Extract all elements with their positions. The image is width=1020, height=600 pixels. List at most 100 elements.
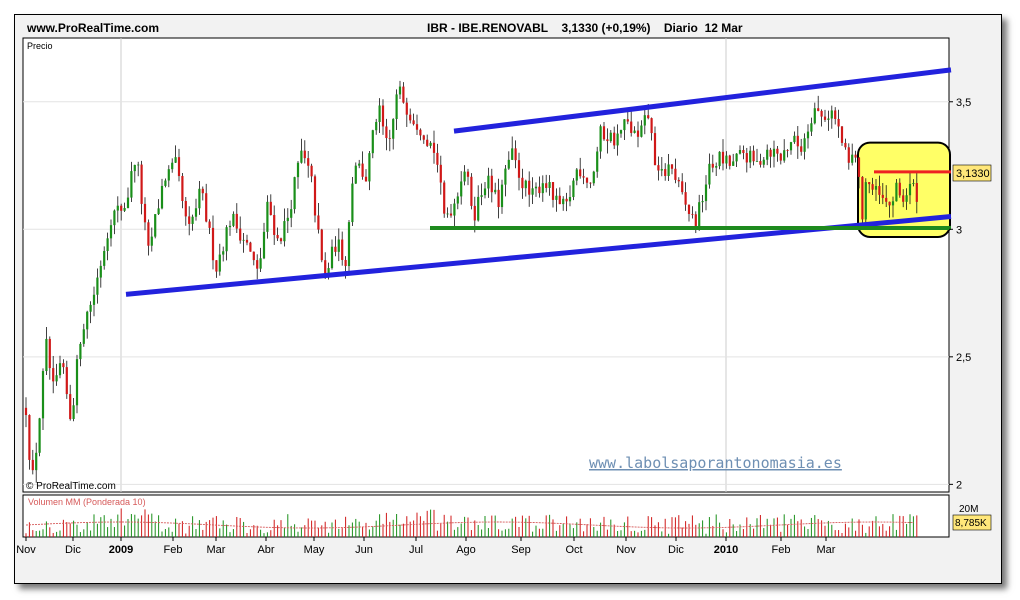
candle-body	[912, 182, 915, 184]
candle-body	[276, 234, 279, 239]
candle-body	[851, 154, 854, 163]
candle-body	[837, 118, 840, 127]
candle-body	[551, 182, 555, 200]
x-tick-label: 2010	[714, 544, 738, 556]
candle-body	[225, 227, 228, 252]
candle-body	[473, 205, 476, 221]
candle-body	[188, 216, 191, 224]
candle-body	[640, 125, 643, 137]
candle-body	[239, 228, 242, 241]
candle-body	[599, 126, 602, 152]
x-tick-label: Dic	[65, 544, 81, 556]
candle-body	[194, 208, 198, 217]
candle-body	[630, 121, 633, 133]
candle-body	[483, 188, 487, 196]
candle-body	[793, 135, 796, 143]
candle-body	[235, 213, 238, 229]
candle-body	[92, 294, 96, 305]
last-volume-label: 8,785K	[955, 518, 987, 529]
candle-body	[494, 189, 497, 193]
candle-body	[691, 213, 694, 215]
candle-body	[123, 208, 126, 211]
candle-body	[65, 367, 68, 395]
candle-body	[823, 116, 827, 120]
candle-body	[460, 181, 463, 197]
candle-body	[198, 188, 201, 209]
candle-body	[854, 154, 857, 158]
candle-body	[286, 217, 289, 222]
candle-body	[62, 363, 65, 368]
instrument-title: IBR - IBE.RENOVABL 3,1330 (+0,19%) Diari…	[427, 21, 743, 35]
candle-body	[796, 135, 799, 147]
candle-body	[252, 251, 255, 261]
candle-body	[667, 164, 670, 176]
header-date: 12 Mar	[704, 21, 743, 35]
candle-body	[555, 195, 558, 200]
candle-body	[786, 150, 789, 152]
candle-body	[755, 161, 759, 162]
candle-body	[344, 259, 347, 267]
candle-body	[562, 198, 565, 205]
candle-body	[874, 186, 878, 190]
candle-body	[609, 132, 612, 142]
x-tick-label: Jun	[355, 544, 373, 556]
candle-body	[660, 169, 663, 171]
candle-body	[405, 102, 408, 115]
candle-body	[623, 119, 626, 131]
candle-body	[643, 115, 646, 126]
site-url[interactable]: www.ProRealTime.com	[27, 21, 160, 35]
candle-body	[171, 162, 174, 170]
watermark-link[interactable]: www.labolsaporantonomasia.es	[589, 454, 842, 472]
candle-body	[41, 371, 45, 419]
candle-body	[245, 239, 249, 243]
candle-body	[752, 150, 755, 162]
candle-body	[636, 130, 640, 137]
candle-body	[759, 161, 762, 165]
x-tick-label: Sep	[511, 544, 531, 556]
candle-body	[670, 164, 674, 169]
candle-body	[541, 183, 544, 194]
candle-body	[653, 133, 657, 166]
candle-body	[354, 165, 357, 184]
candle-body	[72, 405, 75, 420]
candle-body	[99, 265, 102, 278]
x-tick-label: 2009	[109, 544, 133, 556]
candle-body	[28, 415, 31, 460]
candle-body	[181, 176, 184, 201]
candle-body	[905, 195, 908, 202]
candle-body	[524, 180, 527, 189]
candle-body	[313, 176, 317, 216]
candle-body	[378, 105, 381, 123]
candle-body	[728, 155, 731, 166]
candle-body	[596, 151, 599, 172]
candle-body	[776, 148, 779, 154]
candle-body	[585, 177, 589, 183]
price-chart[interactable]: Nov Dic 2009 Feb Mar Abr May Jun Jul Ago Sep Oct Nov…	[15, 15, 1001, 583]
last-price-box	[952, 164, 992, 182]
candle-body	[184, 200, 187, 217]
candle-body	[704, 184, 708, 202]
candle-body	[228, 225, 232, 228]
candle-body	[898, 182, 901, 196]
candle-body	[82, 329, 85, 344]
candle-body	[269, 201, 272, 216]
candle-body	[137, 164, 140, 166]
candle-body	[490, 175, 493, 193]
candle-body	[439, 164, 442, 183]
candle-body	[266, 201, 269, 232]
candle-body	[545, 183, 548, 188]
candle-body	[861, 176, 864, 220]
candle-body	[864, 182, 867, 220]
candle-body	[456, 196, 459, 204]
price-panel	[22, 37, 950, 493]
candle-body	[531, 188, 534, 195]
candle-body	[375, 122, 378, 131]
candle-body	[769, 149, 772, 157]
candle-body	[160, 185, 164, 209]
candle-body	[126, 197, 130, 209]
candle-body	[201, 188, 204, 194]
candle-body	[698, 202, 701, 230]
candle-body	[466, 171, 470, 177]
candle-body	[140, 164, 143, 204]
candle-body	[412, 120, 415, 125]
